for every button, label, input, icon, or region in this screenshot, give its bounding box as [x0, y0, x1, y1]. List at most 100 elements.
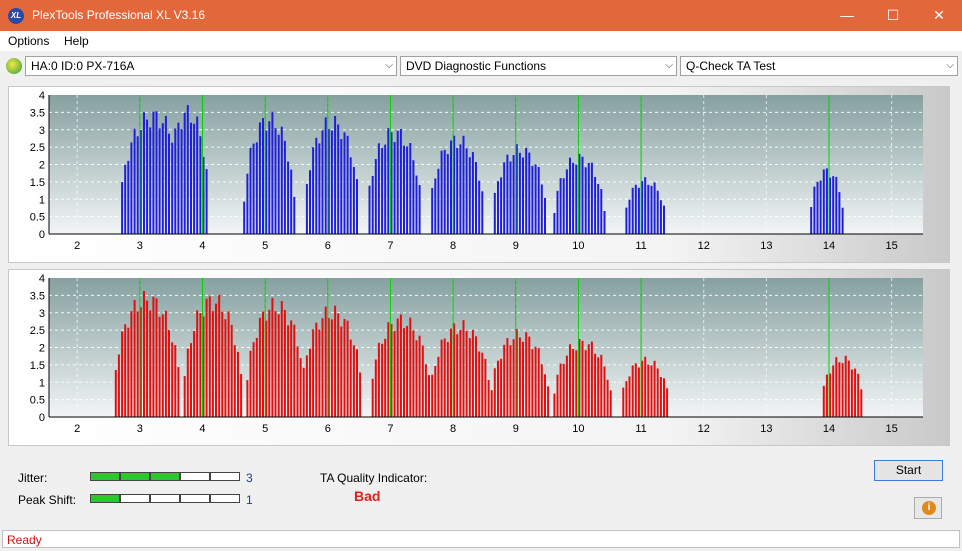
data-bar	[569, 157, 571, 234]
data-bar	[290, 169, 293, 234]
data-bar	[471, 329, 474, 417]
x-tick-label: 5	[262, 423, 268, 435]
data-bar	[810, 207, 813, 234]
y-tick-label: 0	[39, 412, 45, 424]
data-bar	[183, 112, 186, 234]
data-bar	[277, 134, 280, 234]
data-bar	[202, 157, 205, 234]
status-bar: Ready	[2, 530, 960, 548]
data-bar	[847, 360, 850, 417]
data-bar	[650, 185, 653, 234]
x-tick-label: 13	[760, 423, 772, 435]
data-bar	[183, 376, 186, 417]
data-bar	[186, 105, 189, 234]
data-bar	[860, 389, 863, 417]
data-bar	[553, 213, 556, 234]
data-bar	[584, 350, 587, 417]
data-bar	[196, 310, 199, 417]
data-bar	[117, 354, 120, 417]
y-tick-label: 3	[39, 308, 45, 320]
x-tick-label: 11	[635, 240, 646, 252]
close-button[interactable]: ✕	[933, 7, 945, 23]
data-bar	[258, 122, 261, 234]
data-bar	[139, 307, 142, 417]
chevron-down-icon: ⌵	[946, 60, 954, 71]
x-tick-label: 8	[450, 423, 456, 435]
y-tick-label: 2.5	[30, 325, 45, 337]
data-bar	[540, 184, 543, 234]
data-bar	[631, 365, 634, 417]
data-bar	[518, 337, 521, 417]
data-bar	[556, 190, 559, 234]
x-tick-label: 9	[513, 423, 519, 435]
x-tick-label: 6	[325, 240, 331, 252]
data-bar	[525, 147, 528, 234]
data-bar	[434, 178, 437, 234]
app-icon: XL	[8, 8, 24, 24]
jitter-value: 3	[246, 471, 253, 485]
y-tick-label: 0.5	[30, 395, 45, 407]
data-bar	[196, 116, 199, 234]
data-bar	[565, 169, 568, 234]
data-bar	[346, 135, 349, 234]
data-bar	[600, 189, 603, 234]
data-bar	[575, 164, 578, 234]
data-bar	[428, 375, 430, 417]
data-bar	[656, 368, 659, 417]
data-bar	[450, 328, 452, 417]
data-bar	[377, 342, 380, 417]
data-bar	[287, 325, 290, 417]
data-bar	[227, 311, 230, 417]
data-bar	[481, 191, 484, 234]
minimize-button[interactable]: —	[840, 7, 854, 23]
data-bar	[174, 128, 177, 234]
data-bar	[493, 192, 496, 234]
data-bar	[406, 325, 409, 417]
data-bar	[152, 111, 155, 234]
data-bar	[158, 316, 161, 417]
menu-options[interactable]: Options	[8, 34, 50, 48]
data-bar	[396, 318, 399, 417]
data-bar	[478, 180, 481, 234]
data-bar	[390, 132, 393, 234]
data-bar	[415, 175, 418, 234]
data-bar	[121, 331, 124, 417]
data-bar	[237, 351, 239, 417]
start-button[interactable]: Start	[874, 460, 943, 481]
data-bar	[330, 130, 333, 234]
data-bar	[130, 142, 133, 234]
data-bar	[127, 327, 130, 417]
data-bar	[468, 157, 471, 234]
data-bar	[641, 181, 644, 234]
x-tick-label: 6	[325, 423, 331, 435]
data-bar	[857, 373, 860, 417]
data-bar	[609, 390, 612, 417]
test-select[interactable]: Q-Check TA Test ⌵	[680, 56, 958, 76]
data-bar	[459, 329, 462, 417]
data-bar	[343, 319, 346, 417]
data-bar	[255, 142, 258, 234]
function-select[interactable]: DVD Diagnostic Functions ⌵	[400, 56, 677, 76]
data-bar	[161, 123, 164, 234]
data-bar	[832, 176, 835, 234]
data-bar	[446, 154, 449, 234]
y-tick-label: 4	[39, 273, 45, 285]
data-bar	[205, 169, 208, 234]
data-bar	[484, 358, 487, 417]
data-bar	[318, 329, 321, 417]
data-bar	[487, 380, 490, 417]
data-bar	[475, 162, 477, 234]
data-bar	[456, 334, 459, 417]
data-bar	[202, 316, 205, 417]
menu-help[interactable]: Help	[64, 34, 89, 48]
data-bar	[625, 207, 628, 234]
data-bar	[121, 182, 124, 234]
data-bar	[603, 366, 606, 417]
y-tick-label: 2	[39, 343, 45, 355]
data-bar	[606, 379, 609, 417]
drive-select[interactable]: HA:0 ID:0 PX-716A ⌵	[25, 56, 397, 76]
info-button[interactable]: i	[914, 497, 942, 519]
data-bar	[528, 336, 531, 417]
maximize-button[interactable]: ☐	[886, 7, 900, 23]
data-bar	[443, 149, 446, 234]
